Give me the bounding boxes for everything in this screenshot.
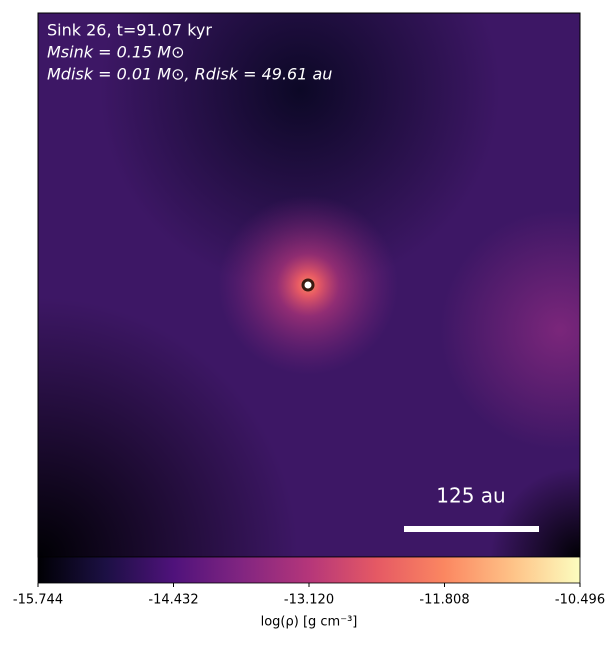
- colorbar-tick-label: -13.120: [284, 593, 334, 608]
- colorbar-tick-label: -11.808: [419, 593, 469, 608]
- sink-marker: [301, 278, 315, 292]
- colorbar-tick-label: -14.432: [148, 593, 198, 608]
- colorbar: [37, 556, 581, 584]
- colorbar-tick-label: -15.744: [13, 593, 63, 608]
- annotation: Msink = 0.15 M⊙: [47, 43, 185, 62]
- annotation: Sink 26, t=91.07 kyr: [47, 21, 212, 40]
- colorbar-label: log(ρ) [g cm⁻³]: [261, 615, 358, 630]
- scale-bar-label: 125 au: [436, 484, 505, 508]
- annotation: Mdisk = 0.01 M⊙, Rdisk = 49.61 au: [47, 65, 332, 84]
- colorbar-tick-label: -10.496: [555, 593, 605, 608]
